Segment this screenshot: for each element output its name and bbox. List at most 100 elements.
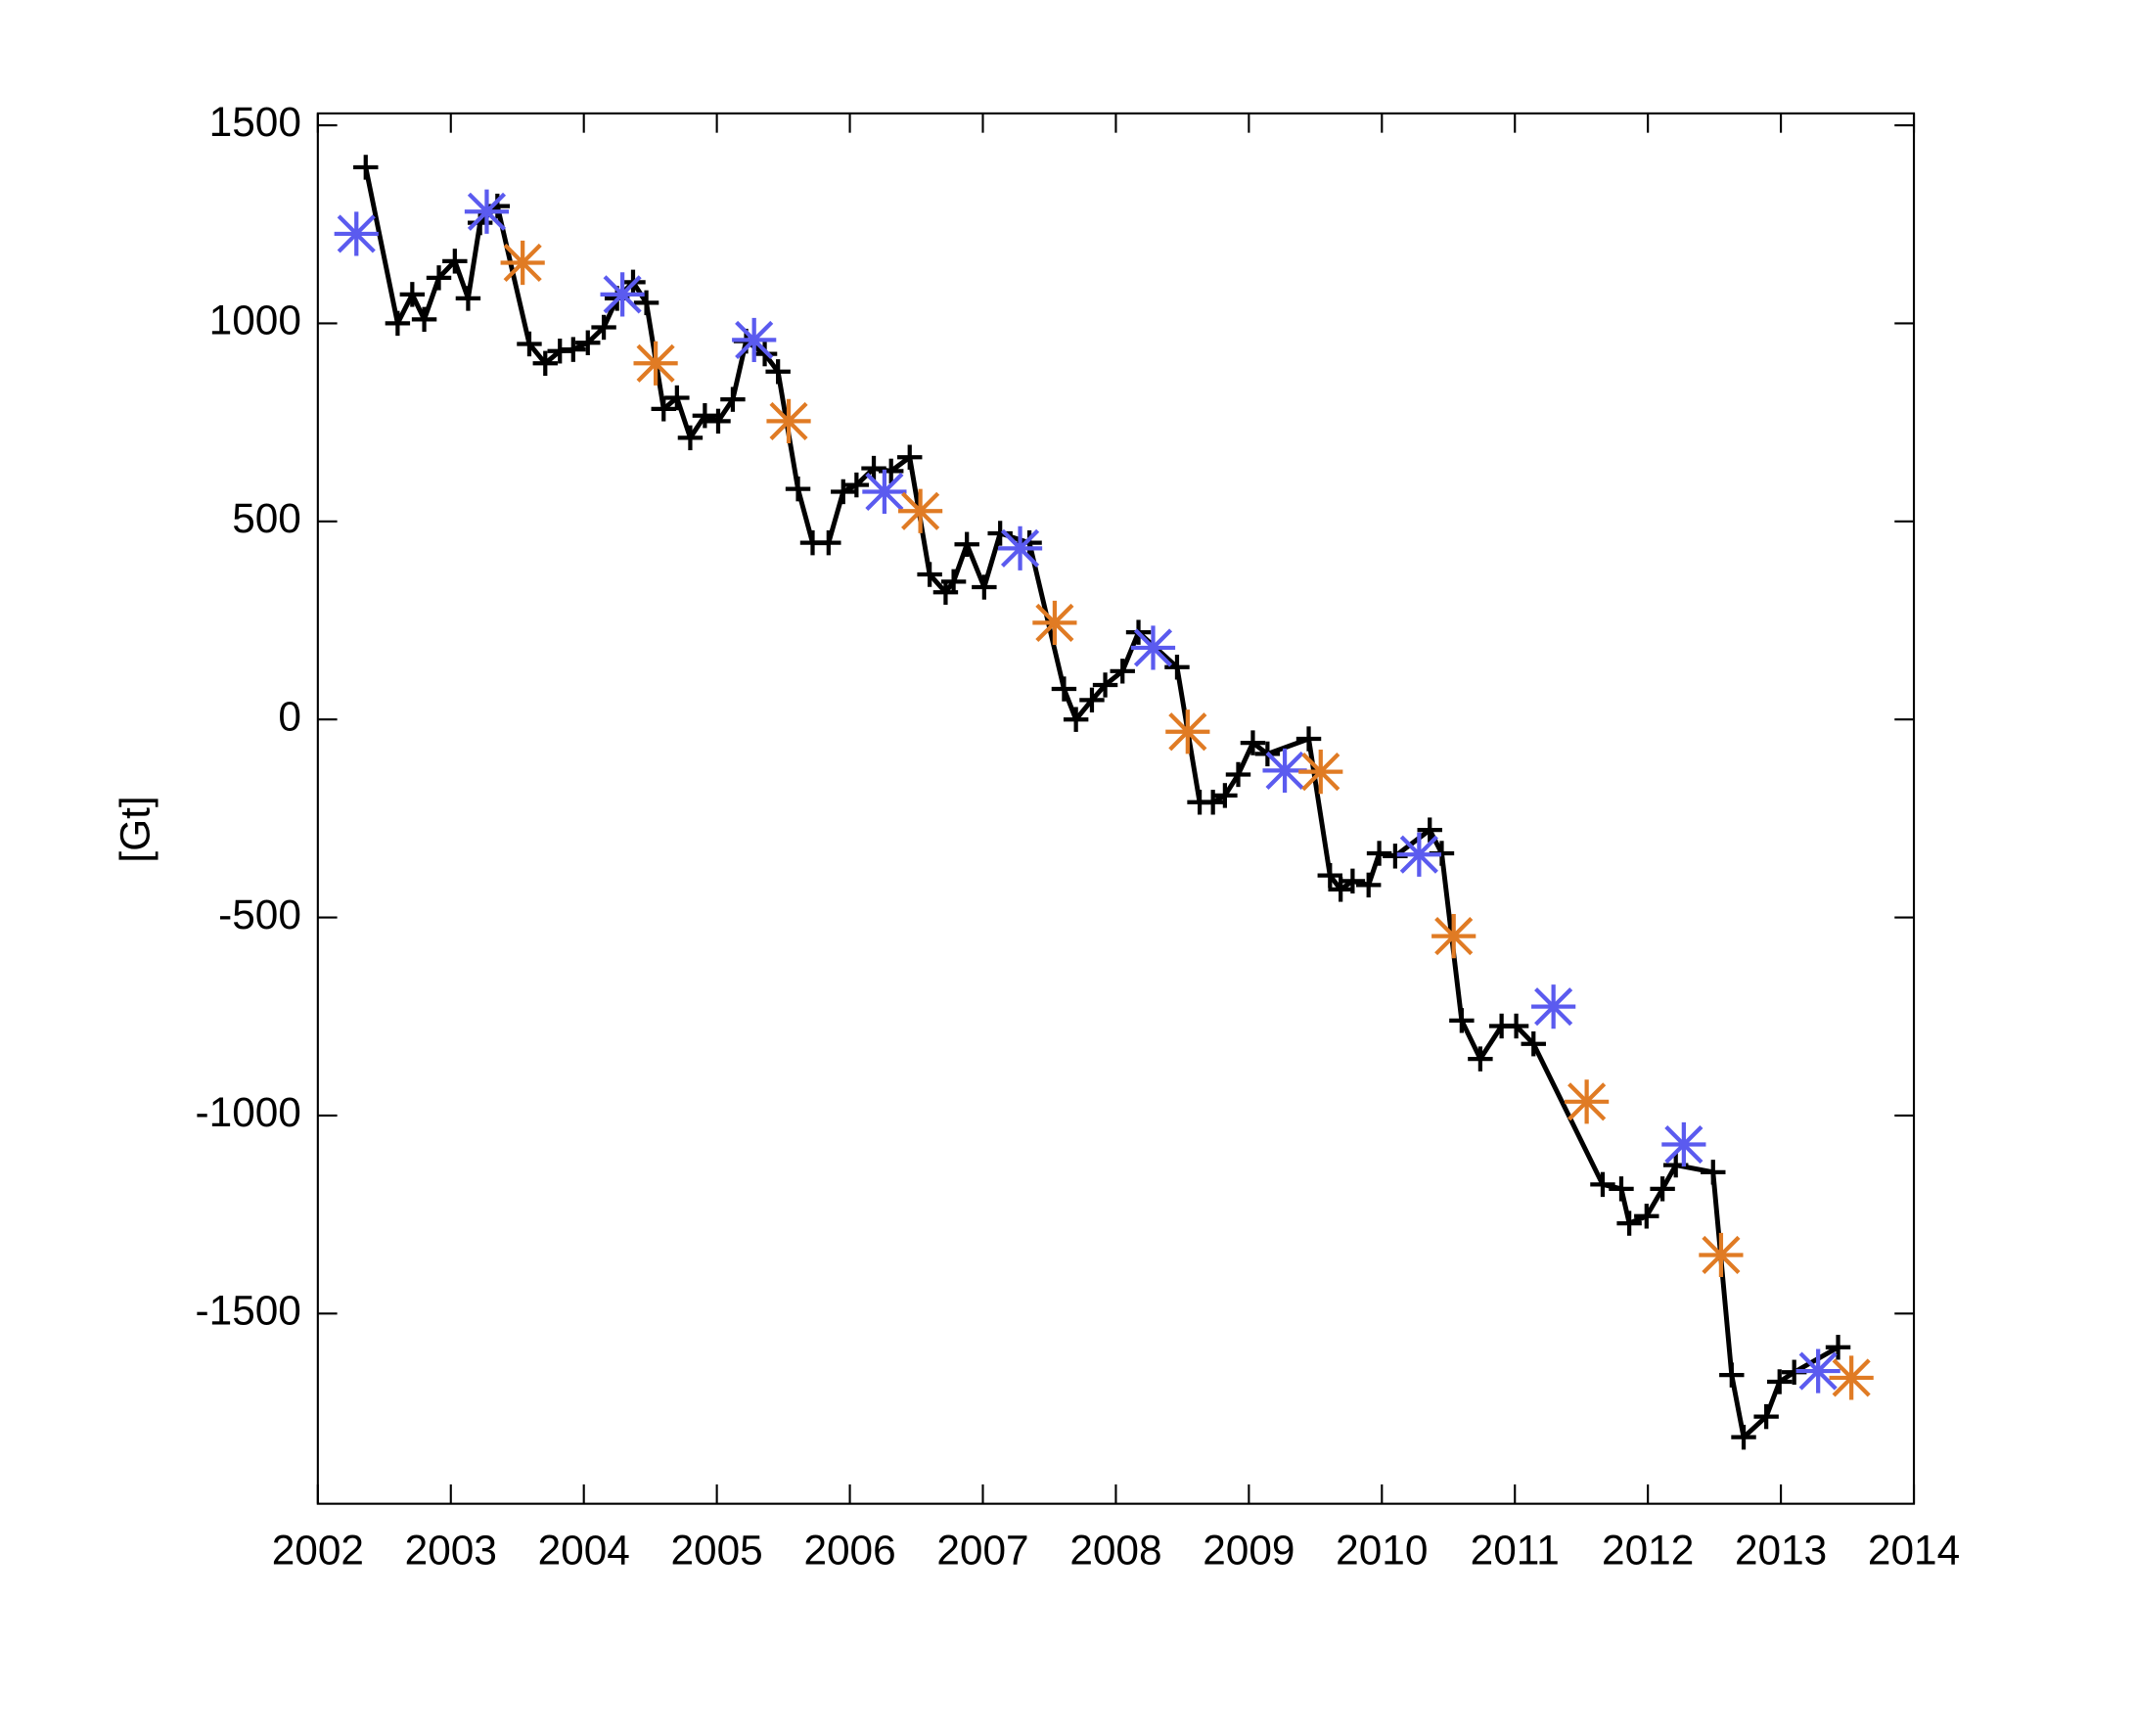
marker-stroke xyxy=(901,491,940,530)
x-tick-label: 2007 xyxy=(936,1528,1028,1574)
data-point xyxy=(455,286,481,311)
data-point xyxy=(1032,600,1077,646)
marker-stroke xyxy=(1664,1124,1703,1165)
x-tick-label: 2004 xyxy=(538,1528,630,1574)
data-point xyxy=(633,341,678,386)
data-point xyxy=(1092,672,1118,698)
data-point xyxy=(1661,1121,1706,1167)
data-point xyxy=(334,211,379,256)
x-tick-label: 2005 xyxy=(671,1528,763,1574)
data-point xyxy=(1521,1030,1546,1057)
data-point xyxy=(1355,872,1382,898)
data-point xyxy=(411,306,437,333)
data-point xyxy=(1298,750,1343,795)
data-point xyxy=(385,310,411,337)
y-tick-label: 500 xyxy=(232,495,301,541)
data-point xyxy=(1212,783,1238,808)
data-point xyxy=(1650,1176,1675,1202)
data-point xyxy=(997,525,1043,571)
marker-stroke xyxy=(865,472,904,512)
data-point xyxy=(1590,1171,1615,1198)
marker-stroke xyxy=(1000,528,1040,568)
data-point xyxy=(1825,1335,1851,1360)
marker-stroke xyxy=(1301,753,1340,792)
data-point xyxy=(1829,1355,1874,1400)
data-point xyxy=(600,272,645,317)
data-point xyxy=(1503,1013,1529,1039)
marker-stroke xyxy=(503,243,542,283)
data-point xyxy=(651,396,676,422)
data-point xyxy=(1340,868,1366,894)
data-point xyxy=(664,385,690,411)
y-axis-label: [Gt] xyxy=(112,796,158,862)
x-tick-label: 2011 xyxy=(1471,1528,1560,1574)
data-point xyxy=(861,455,886,481)
data-point xyxy=(1295,726,1322,752)
data-point xyxy=(1366,841,1392,866)
data-point xyxy=(1699,1232,1744,1278)
data-point xyxy=(917,562,942,587)
data-point xyxy=(1225,761,1251,788)
data-point xyxy=(426,265,452,291)
data-point xyxy=(1110,659,1135,684)
data-point xyxy=(1468,1046,1493,1072)
marker-stroke xyxy=(1035,603,1074,643)
data-point xyxy=(1616,1211,1642,1236)
plot-frame xyxy=(316,112,1916,1505)
marker-stroke xyxy=(1399,835,1438,874)
data-point xyxy=(1753,1403,1779,1430)
data-point xyxy=(1449,1008,1475,1033)
marker-stroke xyxy=(1798,1351,1838,1391)
data-point xyxy=(898,488,943,533)
data-point xyxy=(940,569,967,595)
data-point xyxy=(1396,832,1441,877)
data-point xyxy=(561,337,586,362)
y-tick-label: 1500 xyxy=(209,99,301,145)
data-point xyxy=(1317,862,1342,889)
data-point xyxy=(1609,1176,1634,1202)
data-point xyxy=(1565,1079,1610,1124)
data-point xyxy=(1051,676,1077,702)
data-point xyxy=(843,472,870,498)
data-point xyxy=(591,314,616,341)
marker-stroke xyxy=(603,275,642,314)
y-tick-label: 1000 xyxy=(209,297,301,343)
data-point xyxy=(1634,1204,1659,1229)
marker-stroke xyxy=(1265,751,1304,790)
data-line xyxy=(363,166,1840,1440)
marker-stroke xyxy=(1133,628,1173,667)
x-tick-label: 2010 xyxy=(1336,1528,1428,1574)
data-point xyxy=(1719,1362,1745,1388)
data-point xyxy=(1130,625,1176,670)
x-tick-label: 2003 xyxy=(405,1528,497,1574)
data-point xyxy=(720,387,746,412)
marker-stroke xyxy=(337,214,376,253)
data-point xyxy=(705,408,731,434)
data-point xyxy=(1767,1369,1793,1394)
marker-stroke xyxy=(769,401,808,440)
data-point xyxy=(1731,1424,1756,1450)
data-point xyxy=(1431,914,1476,959)
data-point xyxy=(484,193,511,219)
x-tick-label: 2008 xyxy=(1069,1528,1161,1574)
data-point xyxy=(816,529,841,556)
data-point xyxy=(575,330,601,355)
marker-stroke xyxy=(636,343,675,383)
marker-stroke xyxy=(1168,712,1207,752)
data-point xyxy=(954,531,979,557)
data-point xyxy=(633,290,659,316)
data-point xyxy=(442,249,468,274)
marker-stroke xyxy=(1534,987,1573,1027)
x-tick-label: 2002 xyxy=(272,1528,364,1574)
data-point xyxy=(765,359,791,385)
marker-stroke xyxy=(1702,1235,1741,1275)
data-point xyxy=(399,282,426,307)
data-point xyxy=(464,189,510,234)
data-point xyxy=(1079,687,1105,713)
data-point xyxy=(732,317,777,363)
data-point xyxy=(532,350,558,377)
data-point xyxy=(751,341,778,367)
marker-stroke xyxy=(1434,917,1474,956)
y-tick-label: 0 xyxy=(278,693,301,739)
